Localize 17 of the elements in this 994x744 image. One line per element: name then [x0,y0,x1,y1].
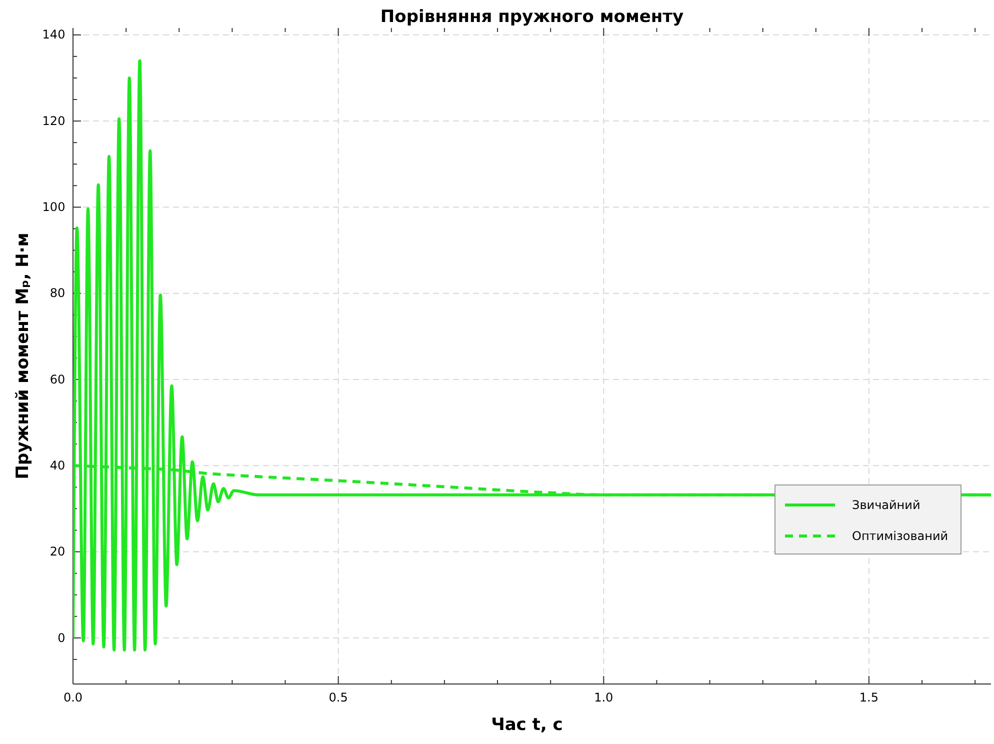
y-tick-label: 140 [42,28,66,42]
y-tick-label: 40 [50,458,66,472]
x-axis-title: Час t, с [491,715,563,735]
y-tick-label: 80 [50,286,66,300]
y-tick-label: 120 [42,114,66,128]
y-axis-title: Пружний момент Mₚ, Н·м [13,232,33,480]
x-tick-label: 0.0 [63,690,83,704]
x-tick-label: 0.5 [328,690,348,704]
x-tick-label: 1.0 [594,690,614,704]
legend-label: Оптимізований [852,529,948,543]
y-tick-label: 20 [50,544,66,559]
x-tick-label: 1.5 [859,690,878,704]
y-tick-label: 100 [42,200,66,214]
y-tick-label: 60 [50,372,66,386]
y-tick-label: 0 [58,630,66,645]
chart-title: Порівняння пружного моменту [380,7,684,27]
legend-label: Звичайний [852,498,920,512]
